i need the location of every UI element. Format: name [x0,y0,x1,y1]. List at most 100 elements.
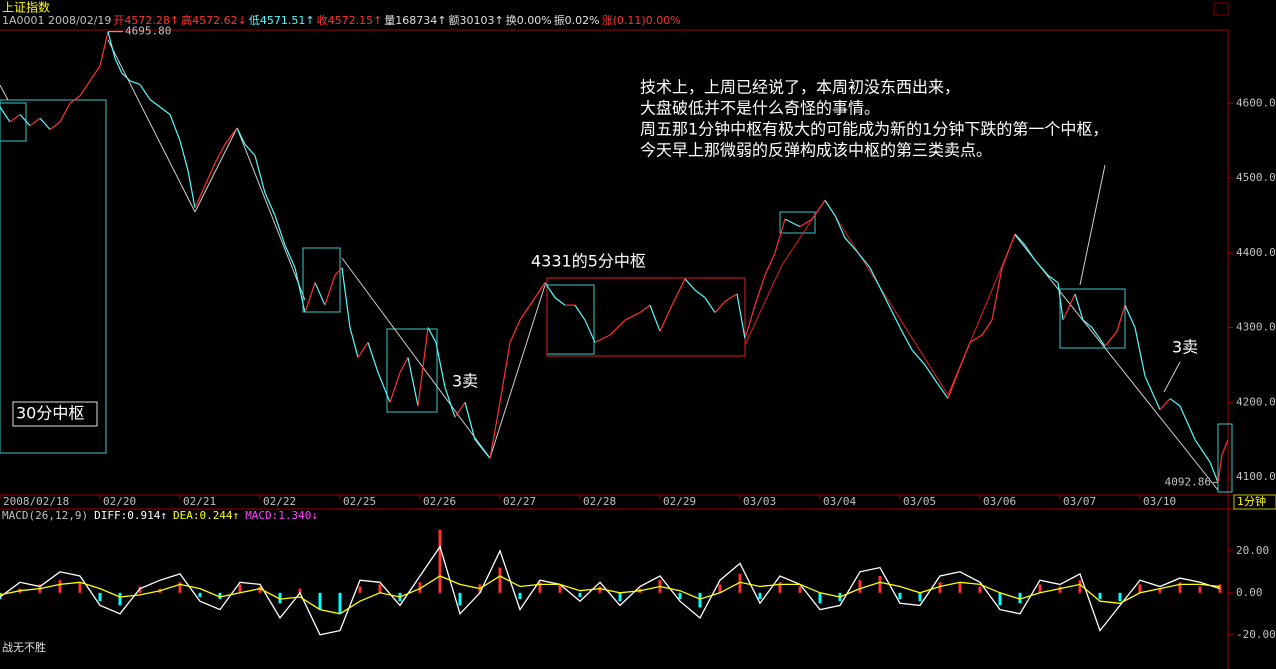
macd-bar [618,592,622,602]
x-tick-label: 02/20 [103,495,136,508]
x-tick-label: 02/22 [263,495,296,508]
annotation: 周五那1分钟中枢有极大的可能成为新的1分钟下跌的第一个中枢， [640,120,1108,139]
price-segment [624,312,641,321]
price-segment [304,282,316,313]
macd-bar [978,586,982,593]
y-tick-label: 20.00 [1236,544,1269,557]
macd-bar [418,582,422,593]
price-segment [489,402,501,459]
price-segment [869,267,886,298]
legend-title: MACD(26,12,9) [2,509,88,522]
price-segment [1104,330,1118,347]
x-tick-label: 02/29 [663,495,696,508]
price-segment [824,200,836,216]
price-segment [991,267,1003,321]
price-segment [407,357,419,407]
price-segment [214,144,226,164]
price-segment [1116,304,1126,332]
quote-item: 振0.02% [554,13,600,27]
legend-item: MACD:1.340↓ [245,509,318,522]
price-segment [149,99,161,108]
macd-bar [198,592,202,597]
price-segment [857,252,871,269]
macd-bar [538,582,542,593]
annotation-label: 4331的5分中枢 [531,252,646,271]
annotation: 技术上，上周已经说了，本周初没东西出来， [640,78,960,97]
period-box [1233,494,1276,510]
macd-bar [998,592,1002,606]
quote-item: 量168734↑ [384,14,446,27]
price-segment [584,319,596,343]
macd-bar [1058,586,1062,593]
legend-item: DEA:0.244↑ [173,509,239,522]
price-segment [159,106,171,115]
macd-bar [958,582,962,593]
price-segment [464,402,476,440]
price-segment [884,297,901,328]
price-segment [1034,259,1049,276]
zhongshu-box [546,277,746,357]
macd-bar [278,592,282,604]
x-tick-label: 02/28 [583,495,616,508]
macd-bar [798,586,802,593]
annotation: 今天早上那微弱的反弹构成该中枢的第三类卖点。 [640,141,992,160]
price-segment [499,342,511,403]
price-segment [704,297,716,313]
extreme-label: 4695.80 [125,25,171,38]
macd-bar [458,592,462,606]
macd-bar [138,586,142,593]
macd-line [0,575,1221,615]
price-segment [444,387,456,418]
price-segment [417,327,429,407]
quote-item: 1A0001 2008/02/19 [2,14,111,27]
macd-bar [778,582,782,593]
price-segment [314,282,326,306]
macd-bar [1158,588,1162,593]
x-tick-label: 02/25 [343,495,376,508]
x-tick-label: 02/21 [183,495,216,508]
price-segment [799,218,813,228]
macd-bar [718,584,722,593]
price-segment [194,185,206,209]
price-segment [274,215,286,246]
macd-bar [878,576,882,593]
y-tick-label: 4500.0 [1236,171,1276,184]
price-segment [1074,293,1084,321]
price-segment [349,327,359,358]
window-icon[interactable] [1213,2,1229,16]
price-segment [29,117,41,127]
price-segment [1091,327,1106,347]
price-segment [981,319,993,336]
price-segment [107,31,116,59]
y-tick-label: 4600.0 [1236,96,1276,109]
price-segment [574,304,586,321]
price-segment [324,275,336,306]
chart-title: 上证指数 [2,0,50,15]
y-tick-label: 4100.0 [1236,470,1276,483]
price-segment [399,357,409,373]
macd-bar [1138,584,1142,593]
price-segment [1082,319,1093,329]
macd-bar [78,582,82,593]
price-segment [341,267,351,328]
annotation: 大盘破低并不是什么奇怪的事情。 [640,99,880,118]
price-segment [659,304,673,332]
macd-bar [1118,592,1122,602]
price-segment [139,84,151,100]
stroke-lines-red [744,199,1016,396]
quote-item: 换0.00% [506,13,552,27]
price-segment [474,439,491,459]
price-segment [594,334,611,344]
price-segment [744,304,756,339]
price-segment [754,275,766,306]
price-segment [544,282,556,298]
price-segment [1062,293,1076,321]
price-segment [244,143,256,156]
price-segment [1014,233,1026,246]
price-segment [764,252,776,276]
macd-bar [258,586,262,593]
macd-bar [918,592,922,602]
extreme-label: 4092.86 [1165,475,1211,488]
legend: MACD(26,12,9) DIFF:0.914↑ DEA:0.244↑ MACD:1… [2,509,318,522]
